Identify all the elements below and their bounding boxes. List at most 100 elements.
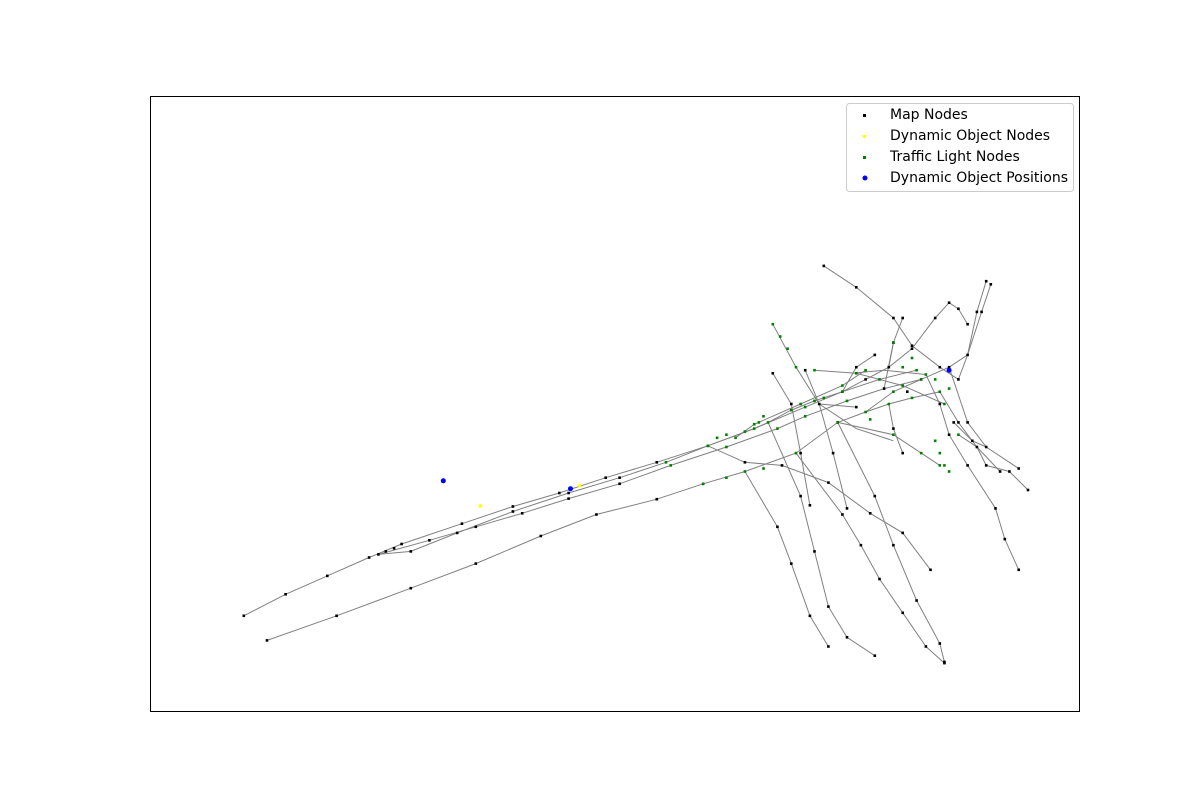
map-node-15 [595,513,598,516]
edge-line-10 [957,281,987,380]
map-node-30 [392,547,396,550]
map-node-94 [790,562,793,565]
traffic-light-node-62 [947,470,951,473]
map-node-34 [882,387,886,390]
traffic-light-nodes-layer [664,322,960,486]
traffic-light-node-25 [864,410,867,414]
map-node-93 [776,525,779,529]
traffic-light-node-61 [943,464,946,467]
map-node-62 [984,445,988,449]
map-node-79 [827,605,830,608]
legend-marker-dynamic-object-nodes [863,135,866,138]
traffic-light-node-35 [919,451,923,455]
dynamic-object-position-1 [568,486,573,492]
map-node-26 [567,491,570,495]
map-node-104 [1008,470,1011,473]
map-node-106 [971,439,974,443]
traffic-light-node-16 [864,368,867,372]
traffic-light-node-53 [822,396,826,400]
map-node-98 [947,433,951,436]
legend-label-traffic-light-nodes: Traffic Light Nodes [889,149,1020,165]
traffic-light-node-28 [938,390,942,393]
map-node-71 [743,461,747,464]
legend-label-map-nodes: Map Nodes [890,107,968,123]
map-node-96 [827,645,830,648]
map-node-77 [799,494,802,498]
map-node-61 [966,421,969,424]
legend-box [846,103,1074,192]
map-node-5 [460,522,464,525]
edge-line-2 [378,366,950,555]
map-node-39 [989,283,993,286]
traffic-light-node-10 [803,415,807,418]
map-node-90 [915,599,918,602]
traffic-light-node-14 [799,402,802,406]
traffic-light-node-37 [957,433,960,436]
edge-line-23 [767,422,876,657]
map-node-80 [845,636,849,639]
map-node-13 [474,562,478,565]
traffic-light-node-17 [771,322,775,326]
traffic-light-node-49 [743,430,747,433]
edge-line-12 [804,370,848,509]
traffic-light-node-50 [757,421,761,424]
map-node-25 [511,510,515,513]
edge-line-11 [772,373,811,506]
traffic-light-node-52 [803,405,807,409]
map-node-60 [998,470,1002,473]
traffic-light-node-23 [901,384,904,387]
traffic-light-node-44 [725,476,728,479]
map-node-101 [1003,537,1007,541]
map-node-7 [558,491,561,495]
map-node-91 [938,642,942,645]
map-node-88 [873,494,877,498]
map-node-105 [1026,488,1030,492]
map-node-102 [1017,568,1020,572]
map-node-10 [265,639,269,642]
dynamic-object-node-0 [478,504,482,508]
map-node-41 [975,310,979,314]
map-node-43 [957,307,960,311]
traffic-light-node-27 [910,396,914,400]
map-node-9 [655,461,659,464]
map-node-69 [901,316,904,320]
map-node-21 [567,497,570,500]
traffic-light-node-60 [938,451,942,455]
traffic-light-node-31 [794,451,798,455]
traffic-light-node-56 [901,365,904,369]
edge-line-8 [939,391,1001,472]
traffic-light-node-57 [910,356,914,360]
map-node-82 [841,513,844,516]
traffic-light-node-41 [933,378,937,381]
map-node-45 [808,504,812,507]
dynamic-object-position-2 [946,367,952,373]
map-node-8 [604,476,607,479]
map-node-3 [367,556,371,559]
traffic-light-node-24 [943,402,946,406]
map-node-65 [892,427,895,430]
traffic-light-node-19 [786,347,789,350]
map-node-53 [855,286,858,289]
map-node-37 [966,353,969,357]
map-node-51 [803,368,807,372]
map-node-52 [822,264,826,268]
map-node-49 [845,507,849,510]
map-node-27 [618,476,621,479]
map-node-111 [910,347,914,350]
map-node-73 [827,481,830,484]
legend: Map Nodes Dynamic Object Nodes Traffic L… [846,103,1074,192]
map-node-110 [887,365,891,369]
traffic-light-node-18 [778,335,782,338]
traffic-light-node-58 [919,378,923,381]
edge-line-7 [948,367,1019,469]
map-node-54 [892,316,895,320]
dynamic-object-positions-layer [440,367,952,492]
traffic-light-node-7 [669,464,672,467]
traffic-light-node-26 [887,402,891,406]
legend-label-dynamic-object-nodes: Dynamic Object Nodes [890,128,1050,144]
map-node-16 [655,497,659,501]
map-node-92 [943,660,946,664]
dynamic-object-node-1 [578,484,582,488]
map-node-81 [873,654,877,657]
traffic-light-node-46 [706,444,710,448]
